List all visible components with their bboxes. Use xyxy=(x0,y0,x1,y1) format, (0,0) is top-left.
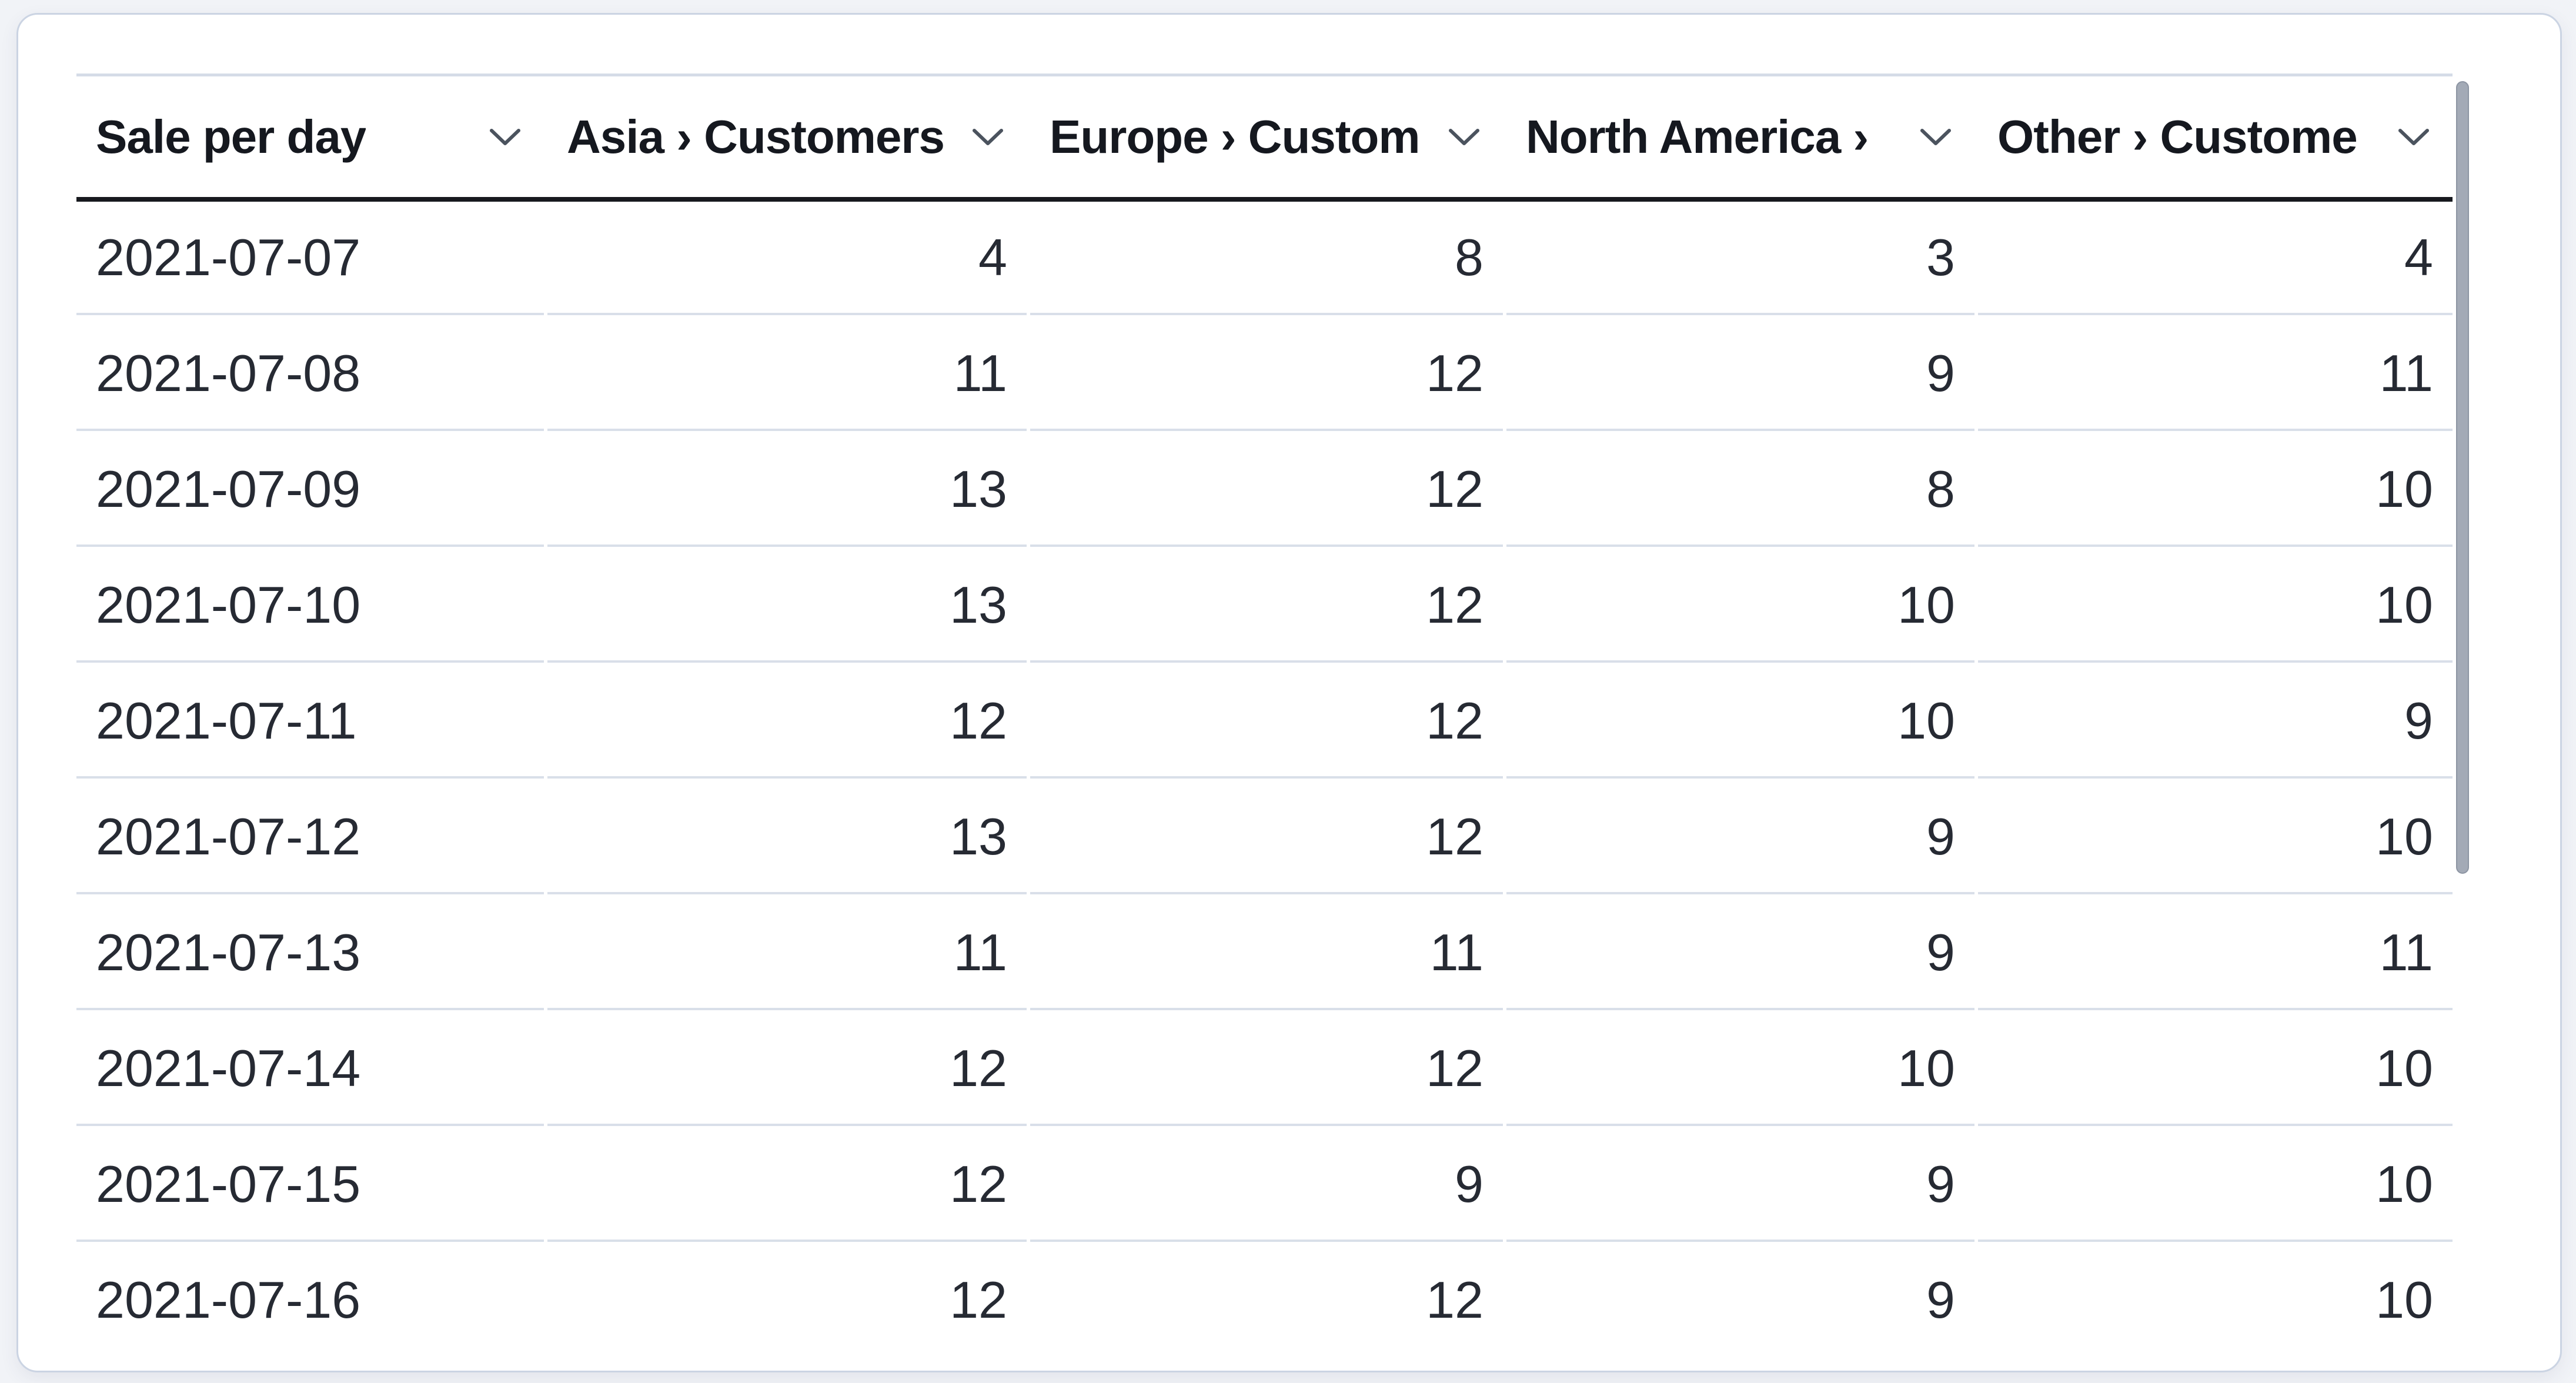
column-header-label: North America › xyxy=(1526,110,1869,163)
value-cell: 3 xyxy=(1506,202,1974,315)
table-panel: Sale per day Asia › Customers Europe › C… xyxy=(16,13,2562,1372)
value-cell: 11 xyxy=(547,318,1027,431)
column-header-label: Europe › Custom xyxy=(1050,110,1420,163)
date-cell: 2021-07-15 xyxy=(76,1128,544,1242)
table-row: 2021-07-09 13 12 8 10 xyxy=(76,433,2453,549)
value-cell: 13 xyxy=(547,433,1027,547)
value-cell: 9 xyxy=(1506,1128,1974,1242)
value-cell: 4 xyxy=(1978,202,2453,315)
chevron-down-icon[interactable] xyxy=(489,128,521,146)
date-cell: 2021-07-16 xyxy=(76,1244,544,1337)
value-cell: 10 xyxy=(1978,1244,2453,1337)
chevron-down-icon[interactable] xyxy=(1920,128,1952,146)
date-cell: 2021-07-14 xyxy=(76,1013,544,1126)
value-cell: 12 xyxy=(1030,665,1503,779)
value-cell: 12 xyxy=(547,1128,1027,1242)
value-cell: 9 xyxy=(1506,897,1974,1010)
value-cell: 11 xyxy=(547,897,1027,1010)
value-cell: 10 xyxy=(1978,1013,2453,1126)
value-cell: 11 xyxy=(1978,318,2453,431)
value-cell: 12 xyxy=(1030,318,1503,431)
value-cell: 12 xyxy=(1030,549,1503,663)
value-cell: 13 xyxy=(547,549,1027,663)
value-cell: 10 xyxy=(1978,549,2453,663)
date-cell: 2021-07-08 xyxy=(76,318,544,431)
value-cell: 8 xyxy=(1506,433,1974,547)
table-row: 2021-07-13 11 11 9 11 xyxy=(76,897,2453,1013)
value-cell: 13 xyxy=(547,781,1027,894)
value-cell: 12 xyxy=(1030,433,1503,547)
value-cell: 12 xyxy=(1030,1013,1503,1126)
value-cell: 12 xyxy=(1030,781,1503,894)
vertical-scrollbar-thumb[interactable] xyxy=(2456,81,2469,874)
value-cell: 4 xyxy=(547,202,1027,315)
value-cell: 10 xyxy=(1978,1128,2453,1242)
value-cell: 9 xyxy=(1506,1244,1974,1337)
column-header-label: Other › Custome xyxy=(1997,110,2357,163)
value-cell: 10 xyxy=(1506,549,1974,663)
value-cell: 11 xyxy=(1978,897,2453,1010)
date-cell: 2021-07-10 xyxy=(76,549,544,663)
column-header-label: Asia › Customers xyxy=(567,110,944,163)
column-header-label: Sale per day xyxy=(96,110,366,163)
date-cell: 2021-07-07 xyxy=(76,202,544,315)
date-cell: 2021-07-13 xyxy=(76,897,544,1010)
table-row: 2021-07-12 13 12 9 10 xyxy=(76,781,2453,897)
value-cell: 9 xyxy=(1030,1128,1503,1242)
value-cell: 10 xyxy=(1978,781,2453,894)
column-header-other-customers[interactable]: Other › Custome xyxy=(1978,76,2453,197)
date-cell: 2021-07-09 xyxy=(76,433,544,547)
value-cell: 11 xyxy=(1030,897,1503,1010)
date-cell: 2021-07-11 xyxy=(76,665,544,779)
column-header-europe-customers[interactable]: Europe › Custom xyxy=(1030,76,1503,197)
table-row: 2021-07-16 12 12 9 10 xyxy=(76,1244,2453,1337)
value-cell: 12 xyxy=(547,1244,1027,1337)
value-cell: 8 xyxy=(1030,202,1503,315)
value-cell: 9 xyxy=(1506,318,1974,431)
table-header-row: Sale per day Asia › Customers Europe › C… xyxy=(76,74,2453,202)
column-header-asia-customers[interactable]: Asia › Customers xyxy=(547,76,1027,197)
date-cell: 2021-07-12 xyxy=(76,781,544,894)
value-cell: 10 xyxy=(1506,1013,1974,1126)
table-row: 2021-07-07 4 8 3 4 xyxy=(76,202,2453,318)
value-cell: 10 xyxy=(1978,433,2453,547)
table-scroll-viewport[interactable]: Sale per day Asia › Customers Europe › C… xyxy=(76,74,2453,1337)
table-body: 2021-07-07 4 8 3 4 2021-07-08 11 12 9 11 2021-07-0… xyxy=(76,202,2453,1337)
chevron-down-icon[interactable] xyxy=(972,128,1004,146)
value-cell: 10 xyxy=(1506,665,1974,779)
column-header-sale-per-day[interactable]: Sale per day xyxy=(76,76,544,197)
table-row: 2021-07-10 13 12 10 10 xyxy=(76,549,2453,665)
table-row: 2021-07-08 11 12 9 11 xyxy=(76,318,2453,433)
value-cell: 12 xyxy=(547,1013,1027,1126)
value-cell: 12 xyxy=(1030,1244,1503,1337)
chevron-down-icon[interactable] xyxy=(1448,128,1480,146)
column-header-north-america-customers[interactable]: North America › xyxy=(1506,76,1974,197)
chevron-down-icon[interactable] xyxy=(2398,128,2430,146)
value-cell: 12 xyxy=(547,665,1027,779)
table-row: 2021-07-11 12 12 10 9 xyxy=(76,665,2453,781)
value-cell: 9 xyxy=(1978,665,2453,779)
table-row: 2021-07-15 12 9 9 10 xyxy=(76,1128,2453,1244)
table-row: 2021-07-14 12 12 10 10 xyxy=(76,1013,2453,1128)
value-cell: 9 xyxy=(1506,781,1974,894)
